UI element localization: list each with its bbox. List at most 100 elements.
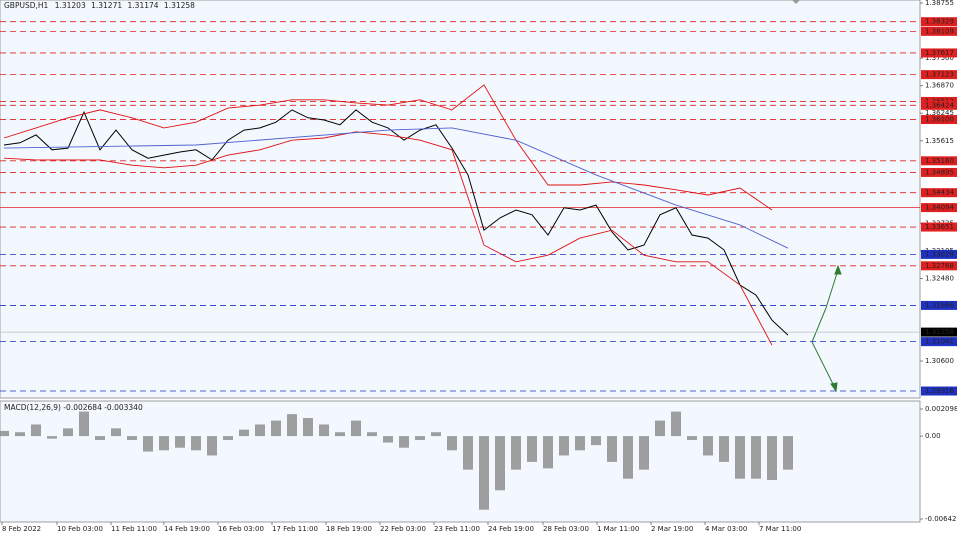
indicator-line	[3, 127, 789, 249]
chart-header: GBPUSD,H1 1.31203 1.31271 1.31174 1.3125…	[4, 1, 195, 10]
x-tick-label: 18 Feb 19:00	[326, 525, 372, 533]
macd-bar	[111, 428, 121, 437]
resistance-level-tag	[921, 17, 957, 27]
macd-bar	[63, 428, 73, 437]
macd-bar	[607, 436, 617, 462]
resistance-level-label: 1.36100	[925, 116, 954, 124]
macd-bar	[303, 418, 313, 437]
resistance-level-tag	[921, 156, 957, 166]
resistance-level-tag	[921, 26, 957, 36]
resistance-level-label: 1.33651	[925, 223, 954, 231]
x-tick-label: 11 Feb 11:00	[111, 525, 157, 533]
support-level-label: 1.31041	[925, 338, 954, 346]
x-tick-label: 1 Mar 11:00	[597, 525, 639, 533]
resistance-level-label: 1.38329	[925, 18, 954, 26]
macd-bar	[0, 430, 9, 437]
macd-bar	[735, 436, 745, 479]
y-tick-label: 1.36245	[925, 109, 954, 117]
support-level-tag	[921, 300, 957, 310]
macd-bar	[287, 414, 297, 437]
resistance-level-tag	[921, 261, 957, 271]
close: 1.31258	[164, 1, 195, 10]
x-tick-label: 10 Feb 03:00	[57, 525, 103, 533]
high: 1.31271	[91, 1, 122, 10]
y-tick-label: 1.35615	[925, 137, 954, 145]
macd-bar	[175, 436, 185, 448]
support-level-label: 1.33028	[925, 250, 954, 258]
macd-bar	[95, 436, 105, 440]
macd-bar	[671, 411, 681, 437]
support-level-label: 1.29916	[925, 387, 954, 395]
symbol: GBPUSD,H1	[4, 1, 49, 10]
macd-bar	[447, 436, 457, 451]
macd-bar	[383, 436, 393, 443]
macd-bar	[639, 436, 649, 470]
resistance-level-tag	[921, 222, 957, 232]
price-panel	[0, 0, 921, 399]
macd-title: MACD(12,26,9) -0.002684 -0.003340	[4, 403, 143, 412]
macd-bar	[127, 436, 137, 440]
x-tick-label: 8 Feb 2022	[2, 525, 41, 533]
resistance-level-label: 1.38109	[925, 27, 954, 35]
macd-bar	[47, 436, 57, 439]
macd-bar	[367, 432, 377, 437]
x-tick-label: 2 Mar 19:00	[651, 525, 693, 533]
resistance-level-tag	[921, 115, 957, 125]
key-level-label: 1.34094	[925, 204, 954, 212]
macd-bar	[431, 432, 441, 437]
low: 1.31174	[128, 1, 159, 10]
x-tick-label: 28 Feb 03:00	[543, 525, 589, 533]
macd-bar	[623, 436, 633, 479]
macd-bar	[415, 436, 425, 440]
resistance-level-tag	[921, 70, 957, 80]
macd-bar	[575, 436, 585, 451]
macd-bar	[463, 436, 473, 470]
support-level-label: 1.31866	[925, 301, 954, 309]
macd-bar	[687, 436, 697, 440]
macd-bar	[751, 436, 761, 479]
macd-bar	[239, 429, 249, 437]
macd-bar	[655, 420, 665, 437]
x-tick-label: 22 Feb 03:00	[380, 525, 426, 533]
macd-y-tick-label: 0.00	[925, 432, 941, 440]
x-tick-label: 24 Feb 19:00	[488, 525, 534, 533]
price-line	[3, 109, 789, 336]
macd-bar	[351, 420, 361, 437]
macd-panel	[0, 400, 921, 523]
y-tick-label: 1.30600	[925, 357, 954, 365]
macd-bar	[479, 436, 489, 510]
resistance-level-tag	[921, 167, 957, 177]
macd-bar	[511, 436, 521, 470]
macd-bar	[207, 436, 217, 456]
macd-bar	[223, 436, 233, 440]
resistance-level-label: 1.35160	[925, 157, 954, 165]
macd-bar	[319, 424, 329, 437]
current-price-label: 1.31258	[925, 328, 954, 336]
resistance-level-tag	[921, 48, 957, 58]
macd-bar	[399, 436, 409, 448]
x-tick-label: 17 Feb 11:00	[272, 525, 318, 533]
y-tick-label: 1.38755	[925, 0, 954, 7]
macd-bar	[591, 436, 601, 446]
resistance-level-label: 1.32768	[925, 262, 954, 270]
macd-bar	[495, 436, 505, 491]
resistance-level-label: 1.36424	[925, 101, 954, 109]
shift-marker	[792, 0, 800, 4]
macd-bar	[79, 411, 89, 437]
indicator-line	[3, 131, 773, 346]
resistance-level-tag	[921, 188, 957, 198]
current-price-tag	[921, 327, 957, 337]
macd-bar	[255, 424, 265, 437]
key-level-tag	[921, 203, 957, 213]
x-tick-label: 23 Feb 11:00	[434, 525, 480, 533]
y-tick-label: 1.32480	[925, 274, 954, 282]
x-tick-label: 14 Feb 19:00	[164, 525, 210, 533]
macd-y-tick-label: 0.002098	[925, 405, 957, 413]
resistance-level-label: 1.37123	[925, 71, 954, 79]
y-tick-label: 1.37500	[925, 54, 954, 62]
macd-bar	[159, 436, 169, 451]
macd-bar	[191, 436, 201, 451]
resistance-level-tag	[921, 100, 957, 110]
macd-bar	[527, 436, 537, 462]
